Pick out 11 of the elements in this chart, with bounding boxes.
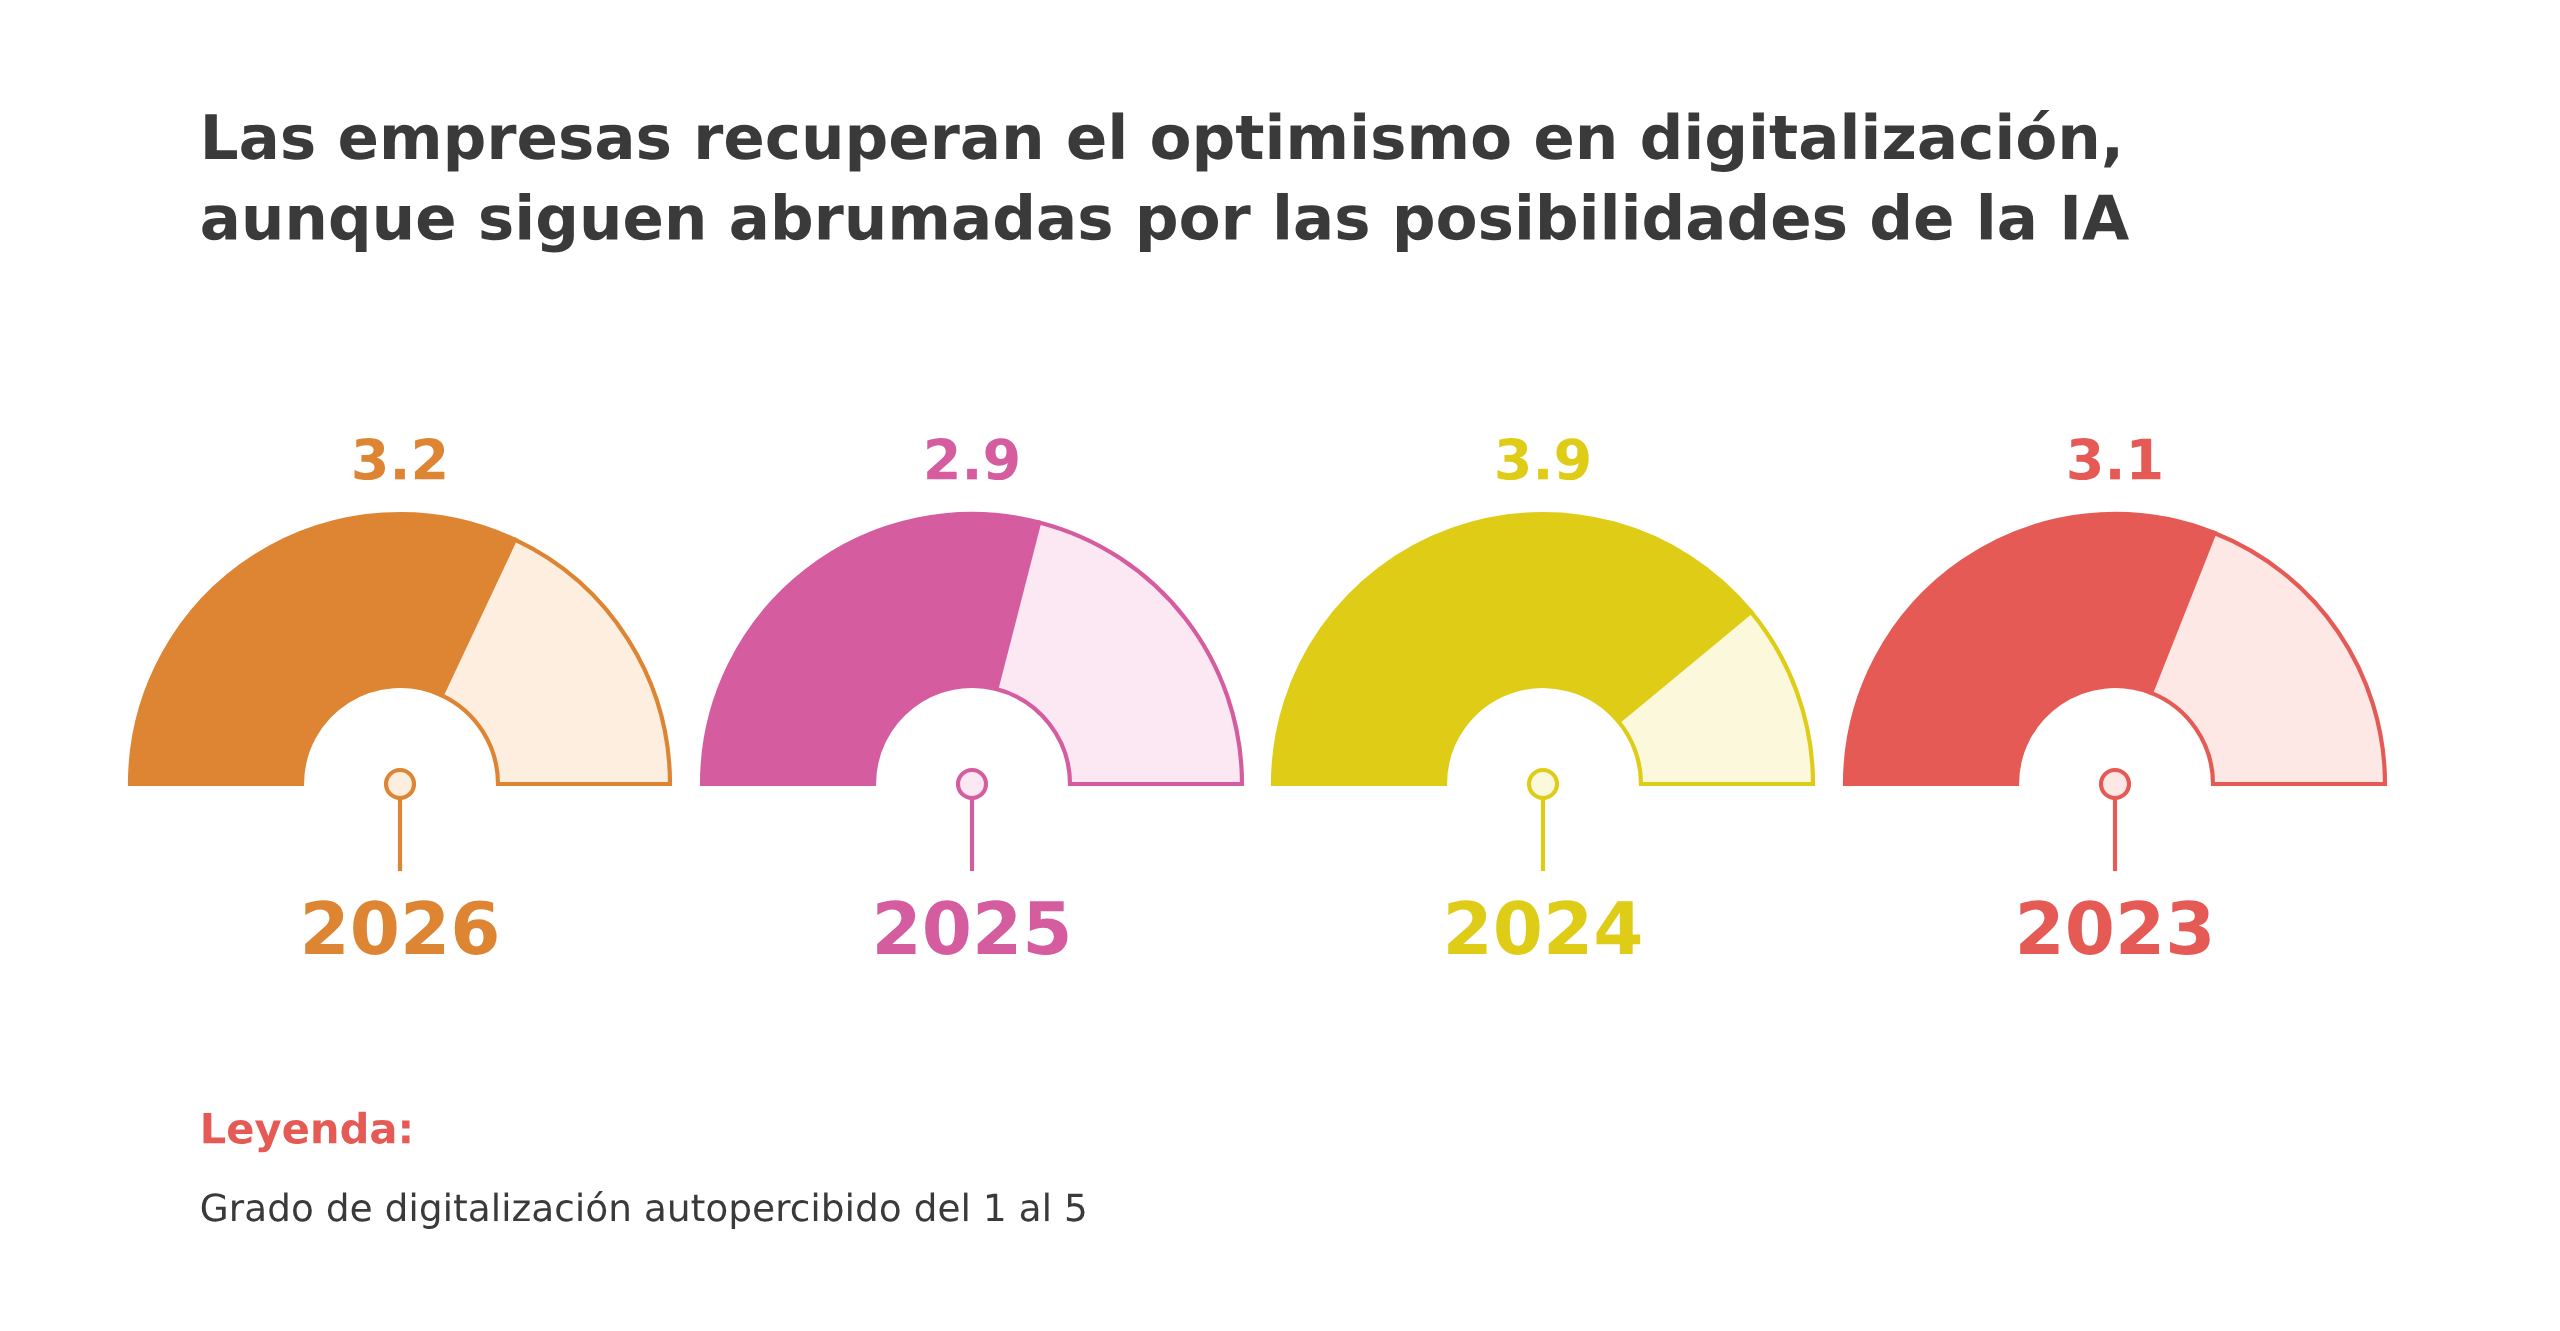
data-label: 3.9 [1497,438,1589,481]
text: 2026 [305,900,497,955]
text: Leyenda: [203,1111,410,1153]
text: 2025 [877,900,1068,955]
text: 2024 [1448,900,1641,955]
data-label: 2.9 [927,438,1018,481]
text: Grado de digitalización autopercibido del 1 al 5 [201,1191,1085,1229]
text: 2023 [2020,900,2210,955]
data-label: 3.2 [354,438,445,481]
data-label: 3.1 [2069,438,2161,481]
text: Las empresas recuperan el optimismo en digitalización, aunque siguen abrumadas por las posibilidades de la IA [202,110,2129,253]
